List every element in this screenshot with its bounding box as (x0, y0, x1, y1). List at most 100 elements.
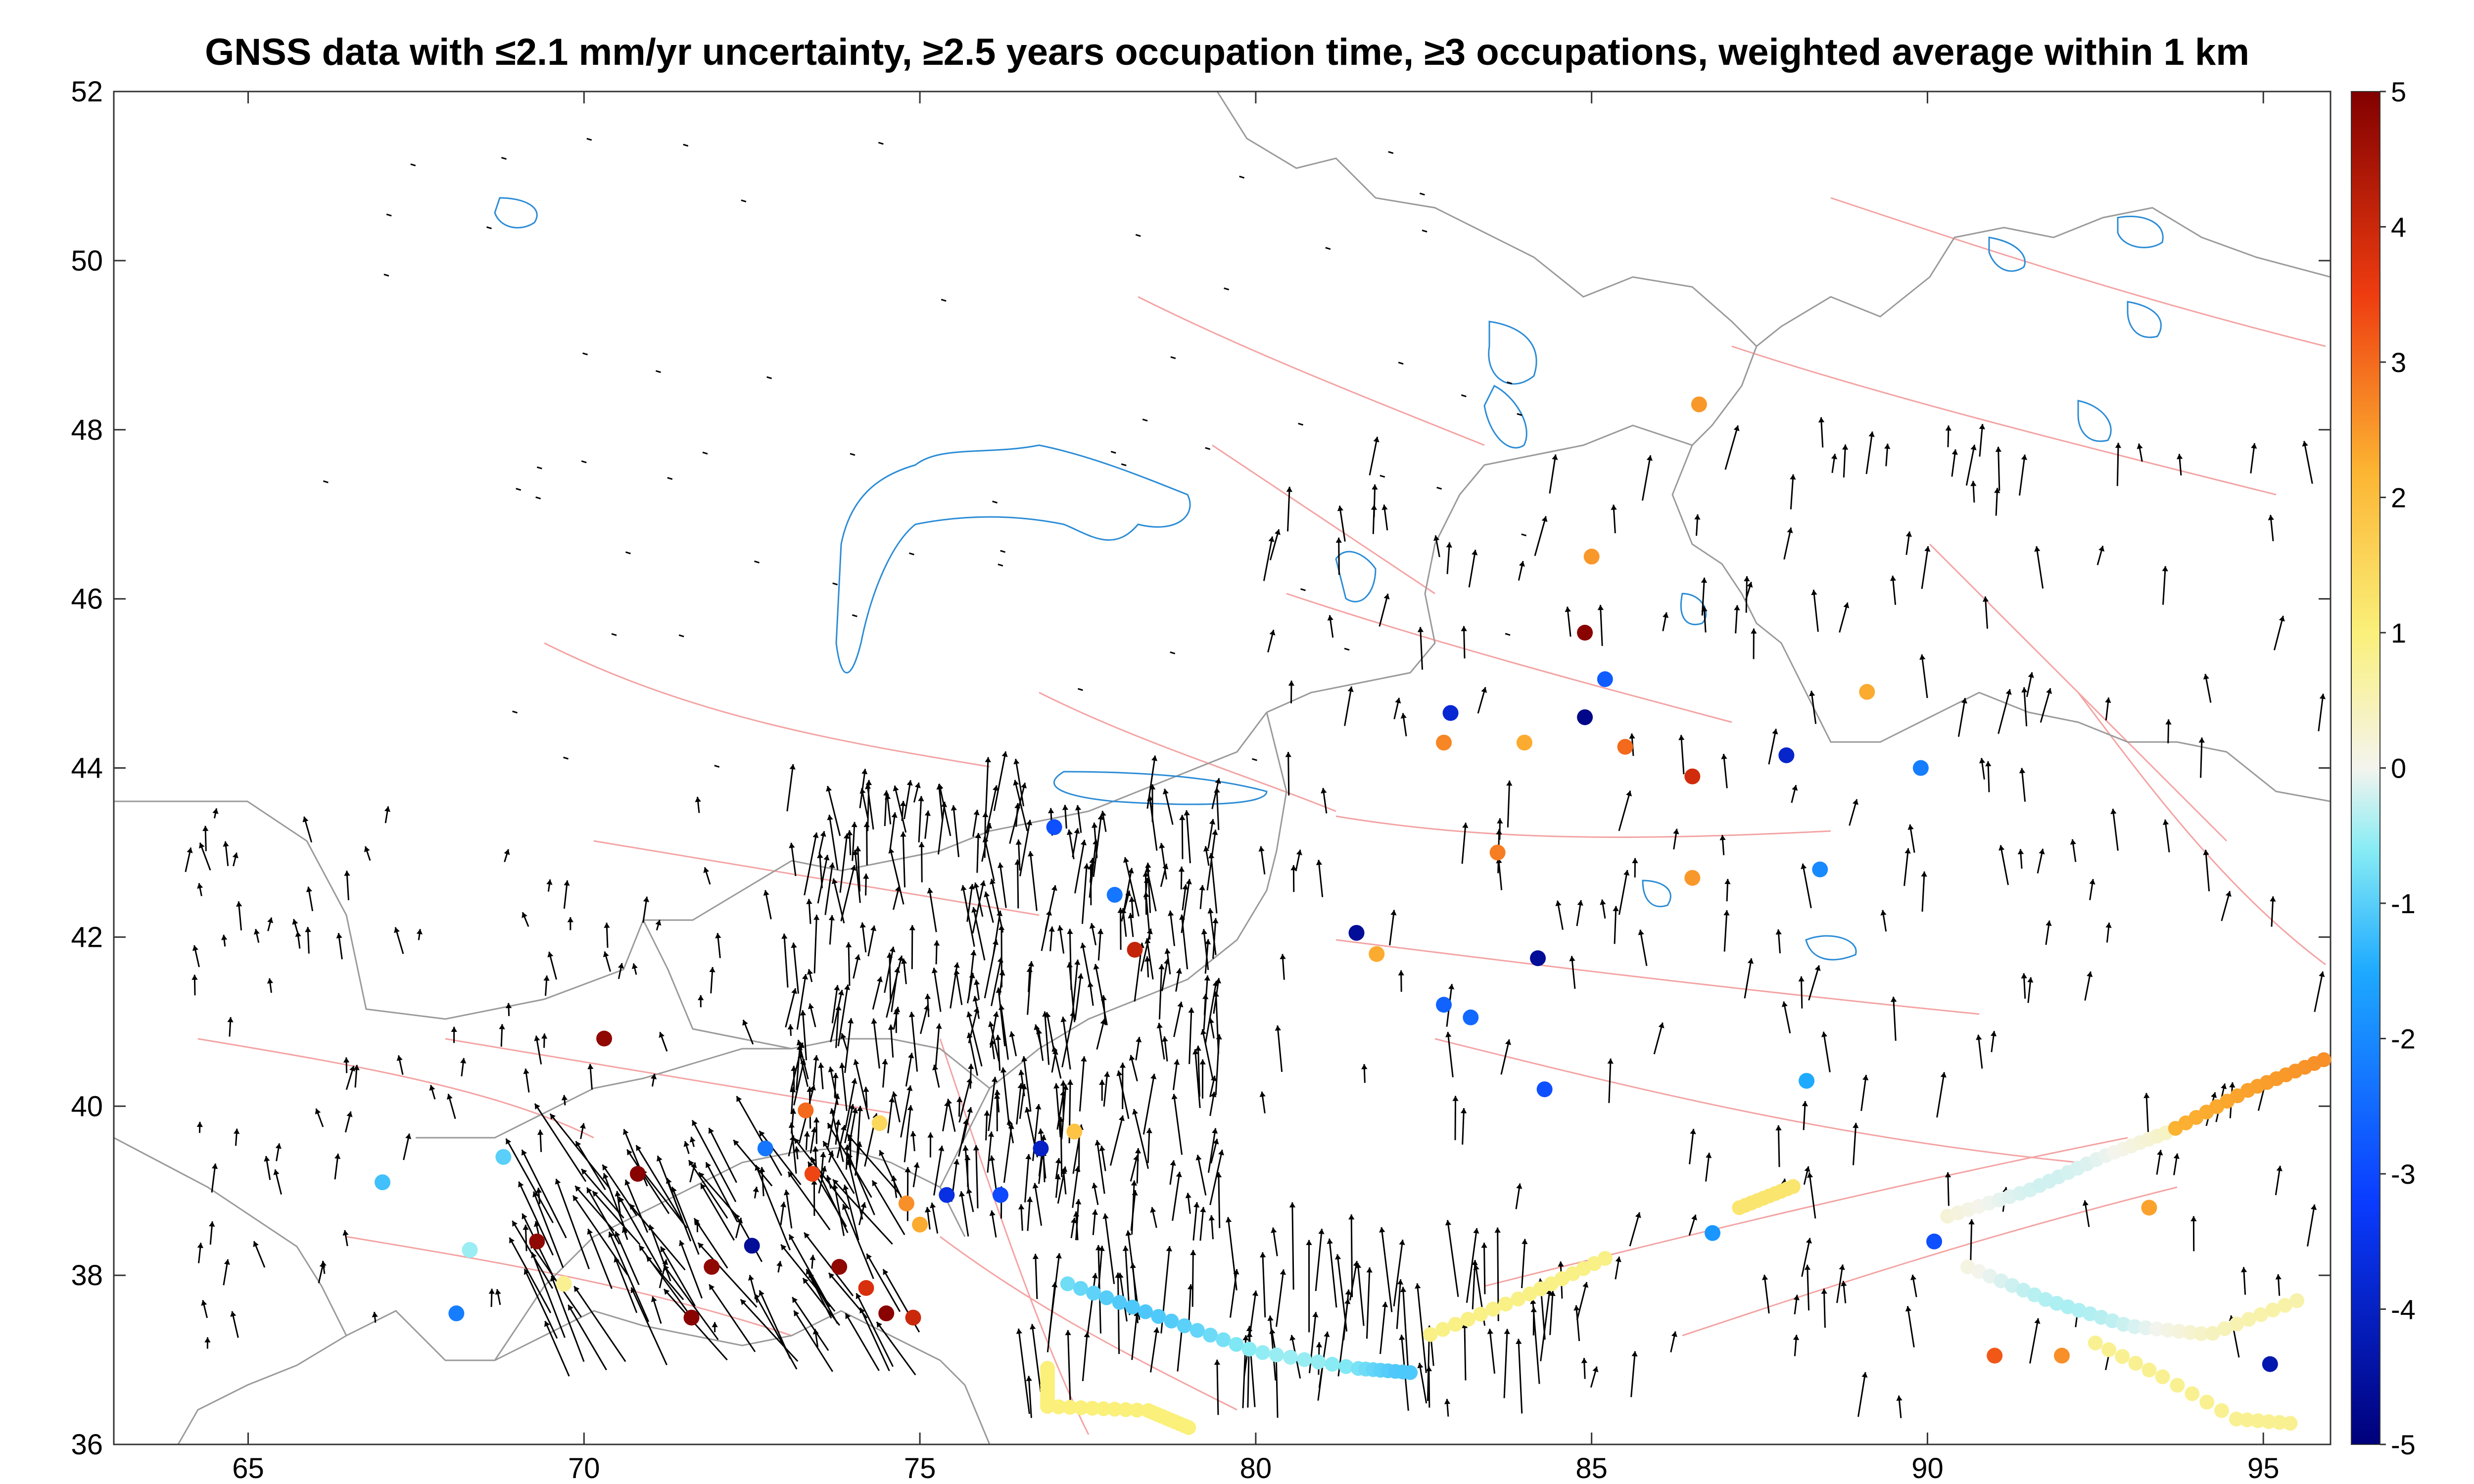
gnss-station (1597, 671, 1613, 688)
arrow-head (891, 812, 898, 818)
velocity-arrow (1979, 423, 1984, 457)
arrow-head (1496, 829, 1502, 835)
velocity-arrow (827, 1122, 872, 1198)
arrow-head (904, 1167, 911, 1172)
arrow-head (789, 1234, 795, 1241)
velocity-arrow (1338, 506, 1346, 542)
gnss-station (1099, 1290, 1114, 1305)
velocity-arrow (894, 785, 907, 833)
gnss-station (1489, 844, 1506, 861)
arrow-head (639, 1245, 645, 1252)
arrow-head (651, 1073, 657, 1079)
arrow-head (512, 1220, 518, 1227)
velocity-arrow (1344, 686, 1352, 726)
arrow-head (1541, 516, 1548, 522)
velocity-arrow (615, 1231, 640, 1285)
velocity-arrow (1018, 1328, 1030, 1414)
gnss-station (2127, 1319, 2142, 1334)
gnss-station (1189, 1323, 1205, 1338)
velocity-arrow (1839, 602, 1849, 633)
arrow-head (2082, 1200, 2089, 1206)
arrow-head (1274, 529, 1281, 535)
velocity-arrow (1016, 859, 1019, 909)
arrow-head (1186, 879, 1192, 884)
velocity-arrow (1575, 1305, 1580, 1342)
velocity-arrow (1218, 1172, 1221, 1228)
arrow-head (998, 925, 1005, 930)
arrow-head (883, 790, 890, 796)
gnss-station (2289, 1293, 2305, 1308)
arrow-head (1135, 1148, 1142, 1154)
arrow-head (592, 1191, 599, 1197)
arrow-head (813, 915, 820, 920)
velocity-arrow (2164, 819, 2170, 853)
velocity-arrow-small (582, 352, 588, 356)
arrow-head (1473, 1228, 1479, 1234)
arrow-head (1025, 1154, 1032, 1159)
velocity-arrow (788, 1234, 831, 1307)
arrow-head (405, 1133, 412, 1139)
arrow-head (812, 1329, 819, 1335)
velocity-arrow (793, 1059, 805, 1106)
velocity-arrow (1262, 1252, 1266, 1318)
velocity-arrow-small (1398, 362, 1404, 365)
arrow-head (522, 912, 527, 919)
arrow-head (2028, 672, 2034, 678)
arrow-head (944, 1101, 951, 1107)
arrow-head (755, 1165, 761, 1171)
arrow-head (691, 1162, 697, 1168)
arrow-head (794, 1146, 800, 1152)
velocity-arrow (679, 1240, 703, 1299)
arrow-head (1092, 1183, 1098, 1189)
arrow-head (630, 1287, 636, 1294)
gnss-station (2116, 1317, 2131, 1332)
arrow-head (1015, 839, 1022, 845)
velocity-arrow (509, 1237, 552, 1313)
velocity-arrow (1466, 1228, 1478, 1303)
velocity-arrow (1802, 863, 1812, 909)
arrow-head (1211, 1128, 1218, 1134)
velocity-arrow (990, 1011, 998, 1048)
velocity-arrow (754, 1293, 798, 1370)
arrow-head (1890, 996, 1897, 1002)
arrow-head (1461, 626, 1467, 631)
velocity-arrow (1000, 1004, 1009, 1060)
velocity-arrow (521, 1149, 567, 1239)
y-tick-label: 46 (71, 583, 103, 615)
velocity-arrow-small (563, 756, 569, 760)
velocity-arrow (790, 1042, 804, 1092)
velocity-arrow-small (878, 141, 884, 145)
gnss-station (1473, 1306, 1488, 1322)
arrow-head (970, 950, 977, 956)
arrow-head (1051, 1282, 1058, 1288)
gnss-station (858, 1280, 874, 1296)
arrow-head (989, 1155, 996, 1161)
velocity-arrow-small (754, 560, 760, 564)
y-tick-label: 50 (71, 245, 103, 277)
arrow-head (998, 1004, 1005, 1010)
arrow-head (212, 808, 219, 814)
arrow-head (1128, 868, 1134, 874)
arrow-head (1663, 612, 1669, 618)
arrow-head (969, 973, 975, 978)
velocity-arrow (827, 786, 841, 836)
arrow-head (821, 1166, 827, 1172)
arrow-head (1487, 1329, 1494, 1335)
arrow-head (888, 848, 895, 854)
velocity-arrow (1081, 942, 1092, 989)
velocity-arrow (1777, 1125, 1780, 1167)
colorbar-tick-label: 2 (2391, 482, 2406, 513)
velocity-arrow-small (766, 376, 772, 379)
arrow-head (847, 1018, 854, 1024)
arrow-head (860, 1202, 867, 1208)
arrow-head (1600, 899, 1606, 905)
arrow-head (1006, 1119, 1013, 1125)
velocity-arrow (972, 880, 985, 934)
arrow-head (534, 1035, 540, 1041)
arrow-head (1371, 505, 1378, 510)
gnss-station (2004, 1278, 2020, 1293)
velocity-arrow-small (852, 614, 857, 617)
velocity-arrow-small (683, 143, 689, 147)
arrow-head (859, 788, 866, 794)
arrow-head (1164, 948, 1171, 954)
